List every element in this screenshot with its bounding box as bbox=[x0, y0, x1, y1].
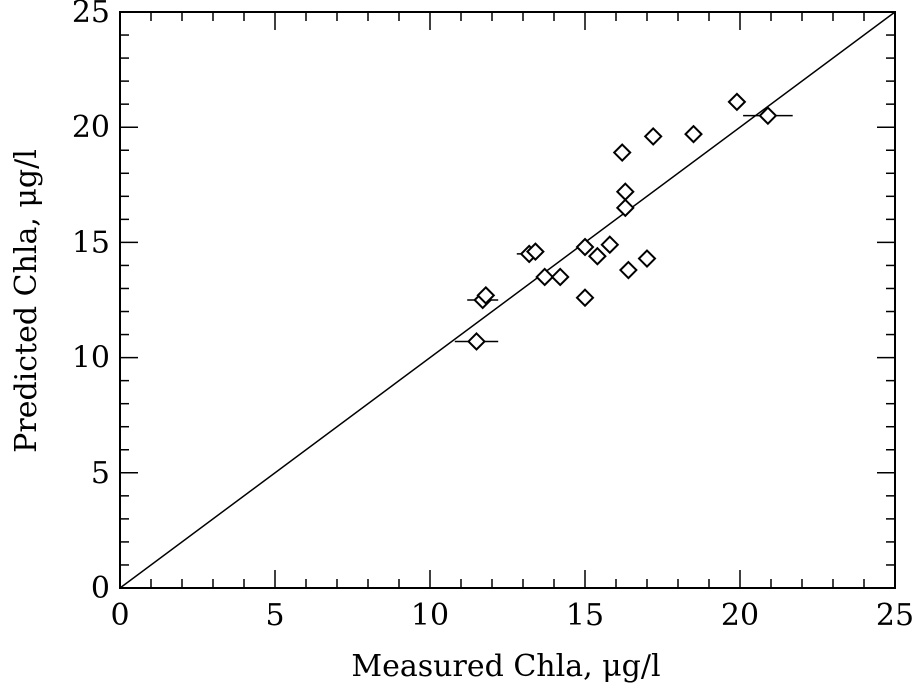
data-point-diamond bbox=[618, 260, 638, 280]
y-tick-label: 0 bbox=[91, 571, 110, 606]
data-point-diamond bbox=[643, 127, 663, 146]
data-point-diamond bbox=[575, 288, 595, 308]
y-tick-label: 5 bbox=[91, 456, 110, 491]
data-point-diamond bbox=[575, 237, 595, 257]
y-tick-label: 25 bbox=[72, 0, 110, 30]
x-tick-label: 10 bbox=[411, 598, 449, 633]
plot-frame bbox=[119, 11, 896, 589]
y-axis-title: Predicted Chla, μg/l bbox=[9, 149, 44, 453]
y-tick-label: 15 bbox=[72, 225, 110, 260]
x-tick-label: 0 bbox=[110, 598, 129, 633]
data-point-diamond bbox=[550, 267, 570, 287]
x-tick-label: 5 bbox=[265, 598, 284, 633]
one-to-one-line bbox=[119, 11, 896, 589]
axes-layer bbox=[119, 11, 896, 589]
data-point-diamond bbox=[600, 235, 620, 255]
y-tick-label: 20 bbox=[72, 110, 110, 145]
data-point-diamond bbox=[615, 198, 635, 218]
data-point-diamond bbox=[587, 246, 607, 266]
x-tick-label: 25 bbox=[876, 598, 914, 633]
data-point-diamond bbox=[615, 182, 635, 202]
x-tick-label: 15 bbox=[566, 598, 604, 633]
data-point-diamond bbox=[612, 143, 632, 162]
data-point-diamond bbox=[727, 92, 747, 112]
data-point-diamond bbox=[535, 267, 555, 287]
points-layer bbox=[454, 92, 793, 351]
data-point-diamond bbox=[637, 249, 657, 268]
data-point-diamond bbox=[758, 106, 778, 126]
reference-line-layer bbox=[119, 11, 896, 589]
y-tick-label: 10 bbox=[72, 341, 110, 376]
data-point-diamond bbox=[684, 124, 703, 144]
x-tick-label: 20 bbox=[721, 598, 759, 633]
data-point-diamond bbox=[525, 242, 545, 262]
x-axis-title: Measured Chla, μg/l bbox=[351, 649, 660, 684]
tick-labels-layer: 0 5 10 15 20 25 0 5 10 15 20 25 bbox=[72, 0, 914, 633]
data-point-diamond bbox=[467, 332, 486, 351]
data-point-diamond bbox=[476, 285, 496, 305]
